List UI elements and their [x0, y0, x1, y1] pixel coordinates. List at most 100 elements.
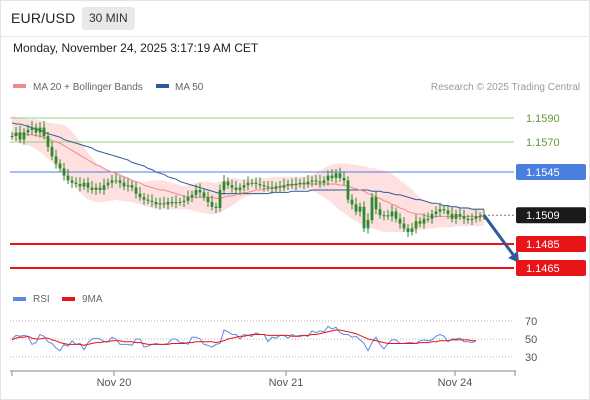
candle-body: [82, 182, 86, 187]
candle-body: [294, 184, 298, 186]
candle-body: [254, 182, 258, 184]
level-tag-1.1509: 1.1509: [516, 207, 586, 224]
candle-body: [386, 215, 390, 217]
candle-body: [46, 136, 50, 147]
candle-body: [366, 220, 370, 229]
candle-body: [246, 182, 250, 186]
ma20-legend-icon: [13, 84, 26, 88]
candle-body: [434, 211, 438, 214]
time-tick-label: Nov 21: [269, 377, 304, 389]
candle-body: [42, 127, 46, 136]
candle-body: [154, 202, 158, 205]
candle-body: [222, 181, 226, 190]
candle-body: [454, 214, 458, 219]
candle-body: [186, 197, 190, 201]
candle-body: [370, 197, 374, 220]
candle-body: [230, 185, 234, 188]
candle-body: [470, 218, 474, 220]
candle-body: [318, 181, 322, 183]
rsi-tick-30: 30: [525, 352, 537, 364]
candle-body: [338, 173, 342, 178]
main-plot-area: 1.1590 1.1570 1.1545 1.1509 1.1485 1.1465: [10, 113, 586, 276]
candle-body: [310, 180, 314, 182]
candle-body: [334, 173, 338, 178]
candle-body: [18, 132, 22, 140]
candle-body: [38, 127, 42, 133]
level-tag-1.1465: 1.1465: [516, 260, 586, 276]
candle-body: [122, 182, 126, 187]
candle-body: [350, 199, 354, 205]
time-tick-label: Nov 20: [97, 377, 132, 389]
time-axis: Nov 20 Nov 21 Nov 24: [10, 370, 516, 389]
candle-body: [90, 187, 94, 190]
candle-body: [462, 216, 466, 219]
rsi-ma-line: [11, 329, 476, 346]
rsi-legend: RSI 9MA: [13, 294, 103, 305]
candle-body: [106, 182, 110, 186]
candle-body: [282, 185, 286, 188]
projection-arrow: [482, 214, 518, 260]
candle-body: [26, 130, 30, 133]
candle-body: [378, 209, 382, 216]
candle-body: [34, 127, 38, 133]
chart-header: EUR/USD 30 MIN: [0, 0, 590, 37]
candle-body: [134, 187, 138, 194]
candle-body: [54, 156, 58, 164]
candle-body: [126, 185, 130, 187]
candle-body: [270, 187, 274, 189]
candle-body: [302, 182, 306, 184]
candle-body: [250, 182, 254, 184]
candle-body: [102, 185, 106, 190]
credit-label: Research © 2025 Trading Central: [431, 82, 580, 93]
level-tag-1.1485: 1.1485: [516, 236, 586, 252]
rsi-plot-area: 30 50 70: [10, 316, 537, 364]
candle-body: [162, 203, 166, 205]
candle-body: [382, 215, 386, 217]
level-tag-label: 1.1465: [526, 263, 560, 275]
candle-body: [458, 214, 462, 217]
candle-body: [114, 180, 118, 182]
candle-body: [210, 202, 214, 207]
9ma-legend-icon: [62, 297, 75, 301]
candle-body: [474, 216, 478, 219]
time-tick-label: Nov 24: [438, 377, 473, 389]
level-tag-label: 1.1485: [526, 239, 560, 251]
candle-body: [70, 180, 74, 183]
candle-body: [202, 192, 206, 198]
candle-body: [190, 194, 194, 198]
candle-body: [390, 211, 394, 217]
candle-body: [258, 184, 262, 186]
candle-body: [290, 184, 294, 186]
candle-body: [322, 180, 326, 183]
candle-body: [218, 190, 222, 208]
ma50-legend-icon: [156, 84, 169, 88]
candle-body: [198, 190, 202, 193]
candle-body: [94, 187, 98, 190]
level-tag-bg: [516, 236, 586, 252]
candle-body: [150, 200, 154, 202]
candle-body: [66, 175, 70, 181]
candle-body: [478, 216, 482, 218]
main-legend: MA 20 + Bollinger Bands MA 50 Research ©…: [13, 82, 580, 93]
candle-body: [226, 181, 230, 186]
datetime-label: Monday, November 24, 2025 3:17:19 AM CET: [13, 41, 259, 55]
candle-body: [374, 197, 378, 210]
level-tag-bg: [516, 260, 586, 276]
candle-body: [446, 210, 450, 214]
candle-body: [174, 202, 178, 204]
candle-body: [206, 197, 210, 202]
candle-body: [298, 182, 302, 184]
symbol-label: EUR/USD: [11, 10, 76, 26]
candle-body: [10, 136, 14, 137]
candle-body: [194, 190, 198, 195]
level-tag-label: 1.1509: [526, 210, 560, 222]
candle-body: [158, 203, 162, 205]
level-tag-label: 1.1570: [526, 137, 560, 149]
timeframe-button[interactable]: 30 MIN: [82, 7, 135, 30]
candle-body: [450, 214, 454, 219]
candle-body: [214, 206, 218, 208]
candle-body: [14, 132, 18, 136]
candle-body: [234, 187, 238, 190]
candle-body: [422, 218, 426, 224]
